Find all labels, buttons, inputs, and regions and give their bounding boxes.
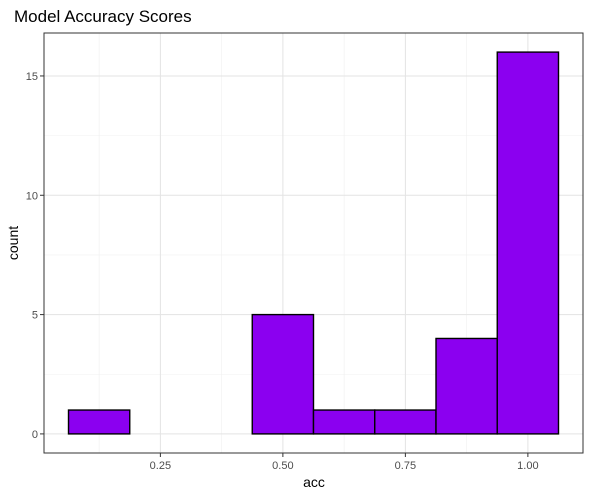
histogram-bar-7 [496, 51, 560, 435]
histogram-bar-5 [374, 409, 437, 435]
y-axis-ticks: 0 5 10 15 [26, 71, 44, 441]
histogram-bar-4 [312, 409, 376, 435]
histogram-bar-0 [67, 409, 131, 435]
chart-title: Model Accuracy Scores [14, 7, 192, 26]
x-axis-label: acc [303, 474, 325, 490]
x-axis-ticks: 0.25 0.50 0.75 1.00 [150, 453, 539, 472]
x-tick-label-3: 1.00 [517, 460, 538, 472]
x-tick-label-2: 0.75 [395, 460, 416, 472]
y-tick-label-1: 5 [32, 310, 38, 322]
y-tick-label-0: 0 [32, 429, 38, 441]
y-axis-label: count [5, 226, 21, 260]
y-tick-label-2: 10 [26, 190, 38, 202]
histogram-bar-6 [435, 337, 498, 435]
panel-border [43, 32, 584, 454]
x-tick-label-0: 0.25 [150, 460, 171, 472]
bars [67, 51, 560, 435]
y-tick-label-3: 15 [26, 71, 38, 83]
x-tick-label-1: 0.50 [272, 460, 293, 472]
histogram-bar-3 [251, 313, 315, 435]
